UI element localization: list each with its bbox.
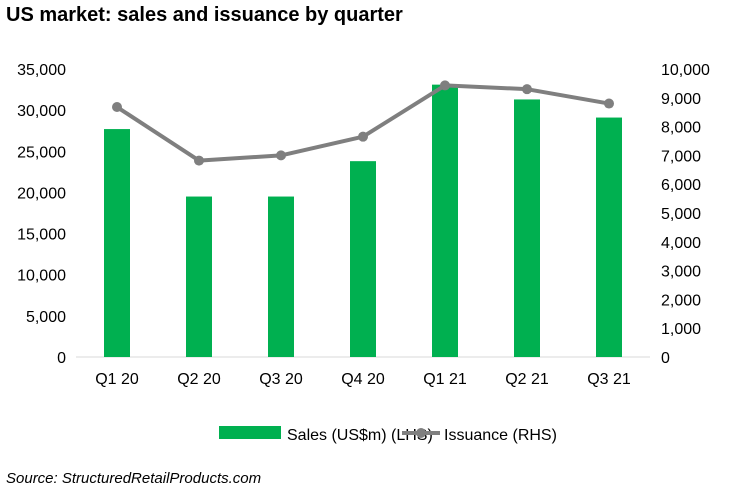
left-tick-label: 35,000: [17, 62, 66, 79]
sales-bar: [104, 129, 130, 357]
issuance-point: [522, 84, 532, 95]
right-tick-label: 9,000: [661, 91, 701, 108]
right-tick-label: 4,000: [661, 235, 701, 252]
right-tick-label: 2,000: [661, 292, 701, 309]
left-tick-label: 15,000: [17, 227, 66, 244]
issuance-points: [112, 80, 614, 166]
issuance-point: [604, 98, 614, 109]
left-tick-label: 0: [57, 350, 66, 367]
sales-bar: [186, 196, 212, 357]
x-tick-label: Q2 20: [177, 371, 221, 388]
right-tick-label: 5,000: [661, 206, 701, 223]
x-tick-label: Q4 20: [341, 371, 385, 388]
x-tick-label: Q2 21: [505, 371, 549, 388]
sales-bar: [350, 161, 376, 357]
x-tick-label: Q1 20: [95, 371, 139, 388]
legend-sales-label: Sales (US$m) (LHS): [287, 427, 433, 444]
issuance-point: [358, 131, 368, 142]
x-tick-label: Q1 21: [423, 371, 467, 388]
right-tick-label: 6,000: [661, 177, 701, 194]
chart-title: US market: sales and issuance by quarter: [6, 4, 403, 26]
right-tick-label: 10,000: [661, 62, 710, 79]
issuance-point: [194, 155, 204, 166]
issuance-point: [112, 102, 122, 113]
x-axis-ticks: Q1 20 Q2 20 Q3 20 Q4 20 Q1 21 Q2 21 Q3 21: [95, 371, 631, 388]
left-tick-label: 5,000: [26, 309, 66, 326]
legend-issuance-label: Issuance (RHS): [444, 427, 557, 444]
source-note: Source: StructuredRetailProducts.com: [6, 470, 262, 487]
left-tick-label: 10,000: [17, 268, 66, 285]
right-tick-label: 0: [661, 350, 670, 367]
issuance-point: [440, 80, 450, 91]
right-tick-label: 1,000: [661, 321, 701, 338]
sales-bar: [432, 84, 458, 358]
left-axis-ticks: 0 5,000 10,000 15,000 20,000 25,000 30,000 35,0…: [17, 62, 66, 367]
issuance-point: [276, 150, 286, 161]
sales-bar: [514, 99, 540, 358]
left-tick-label: 25,000: [17, 144, 66, 161]
right-axis-ticks: 0 1,000 2,000 3,000 4,000 5,000 6,000 7,000 8,00…: [661, 62, 710, 367]
right-tick-label: 3,000: [661, 264, 701, 281]
legend: Sales (US$m) (LHS) Issuance (RHS): [219, 426, 557, 444]
sales-bar: [268, 196, 294, 357]
right-tick-label: 8,000: [661, 120, 701, 137]
right-tick-label: 7,000: [661, 148, 701, 165]
x-tick-label: Q3 21: [587, 371, 631, 388]
legend-line-marker: [416, 428, 426, 438]
sales-bar: [596, 117, 622, 357]
left-tick-label: 30,000: [17, 103, 66, 120]
x-tick-label: Q3 20: [259, 371, 303, 388]
sales-bars: [104, 84, 622, 358]
legend-bar-swatch: [219, 426, 281, 439]
left-tick-label: 20,000: [17, 185, 66, 202]
